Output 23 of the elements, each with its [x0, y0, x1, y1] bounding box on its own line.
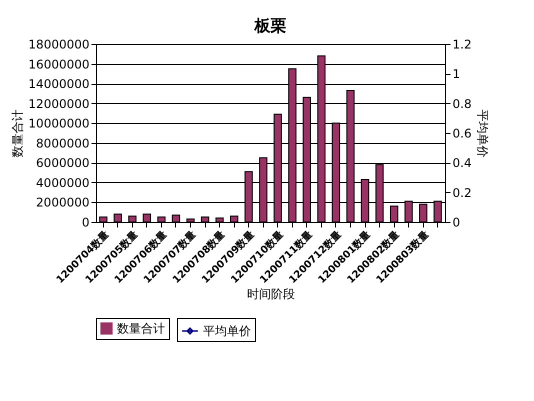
chart-title: 板栗 — [254, 16, 286, 35]
y2-tick-label: 0.4 — [452, 156, 472, 170]
y-tick-label: 18000000 — [28, 38, 90, 52]
legend-label: 平均单价 — [203, 324, 251, 338]
y-axis-title: 数量合计 — [10, 110, 24, 158]
y2-axis-title: 平均单价 — [476, 110, 490, 158]
y-tick-label: 2000000 — [36, 196, 90, 210]
y2-tick-label: 0 — [452, 216, 460, 230]
y2-tick-label: 0.6 — [452, 126, 472, 140]
y2-tick-label: 0.8 — [452, 96, 472, 111]
x-axis-title: 时间阶段 — [247, 287, 295, 302]
y2-tick-label: 1 — [452, 67, 460, 82]
y-tick-label: 12000000 — [28, 96, 90, 111]
y-tick-label: 8000000 — [36, 136, 90, 150]
y-tick-label: 0 — [82, 216, 90, 230]
y2-tick-label: 1.2 — [452, 38, 472, 52]
y-tick-label: 16000000 — [28, 57, 90, 72]
y-tick-label: 14000000 — [28, 77, 90, 92]
y-tick-label: 6000000 — [36, 156, 90, 170]
y-tick-label: 10000000 — [28, 116, 90, 131]
y2-tick-label: 0.2 — [452, 186, 472, 200]
legend-label: 数量合计 — [117, 322, 165, 336]
y-tick-label: 4000000 — [36, 176, 90, 190]
